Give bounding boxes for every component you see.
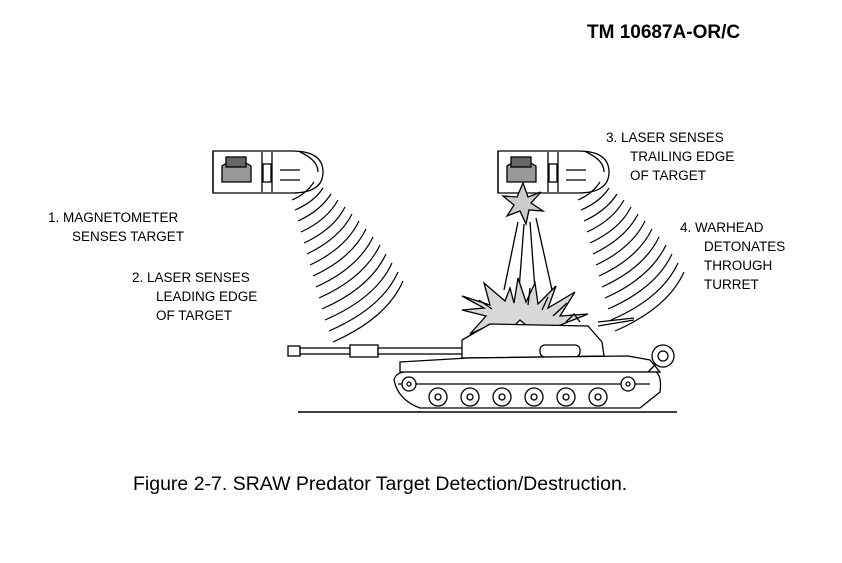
label-step-4-line-1: 4. WARHEAD (680, 220, 764, 235)
label-step-2-line-3: OF TARGET (156, 308, 233, 323)
label-step-2: 2. LASER SENSES LEADING EDGE OF TARGET (132, 268, 257, 325)
label-step-2-line-1: 2. LASER SENSES (132, 270, 250, 285)
label-step-2-line-2: LEADING EDGE (156, 289, 258, 304)
label-step-1-line-2: SENSES TARGET (72, 229, 185, 244)
label-step-4-line-4: TURRET (704, 277, 759, 292)
label-step-1-line-1: 1. MAGNETOMETER (48, 210, 179, 225)
magnetometer-sensing-arcs (291, 181, 404, 343)
label-step-3-line-2: TRAILING EDGE (630, 149, 735, 164)
missile-right-icon (497, 150, 610, 194)
label-step-4-line-2: DETONATES (704, 239, 786, 254)
label-step-4: 4. WARHEAD DETONATES THROUGH TURRET (680, 218, 785, 294)
explosion-icon (461, 277, 589, 335)
label-step-4-line-3: THROUGH (704, 258, 773, 273)
label-step-1: 1. MAGNETOMETER SENSES TARGET (48, 208, 184, 246)
document-id: TM 10687A-OR/C (587, 22, 741, 43)
label-step-3: 3. LASER SENSES TRAILING EDGE OF TARGET (606, 128, 734, 185)
warhead-burst-icon (501, 181, 553, 291)
laser-sensing-arcs (577, 181, 685, 332)
label-step-3-line-3: OF TARGET (630, 168, 707, 183)
missile-left-icon (212, 150, 324, 194)
figure-caption: Figure 2-7. SRAW Predator Target Detecti… (133, 473, 628, 495)
tank-icon (287, 313, 675, 409)
label-step-3-line-1: 3. LASER SENSES (606, 130, 724, 145)
